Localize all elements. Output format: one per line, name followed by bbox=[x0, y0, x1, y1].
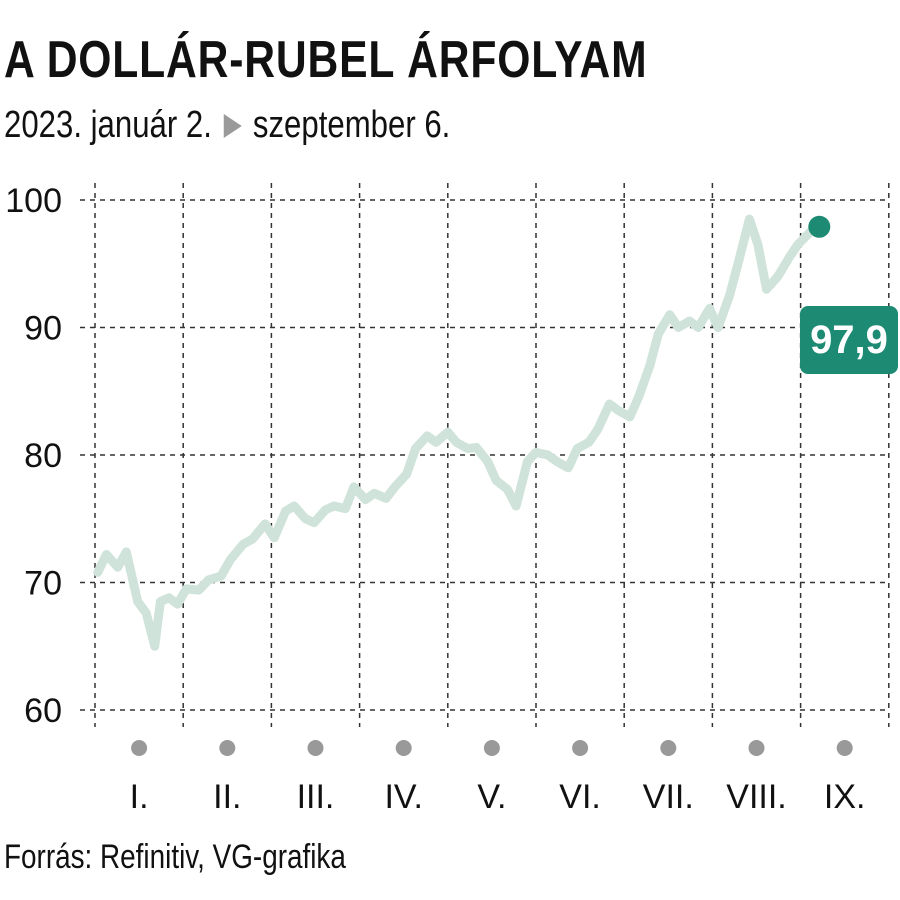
series-line bbox=[93, 214, 820, 651]
chart-subtitle: 2023. január 2. szeptember 6. bbox=[4, 104, 450, 147]
month-dot bbox=[660, 740, 677, 756]
subtitle-end-date: szeptember 6. bbox=[252, 104, 451, 146]
x-tick-label: VI. bbox=[559, 778, 601, 816]
month-dot bbox=[131, 740, 148, 756]
x-tick-label: VIII. bbox=[726, 778, 786, 816]
chart-title: A DOLLÁR-RUBEL ÁRFOLYAM bbox=[4, 31, 648, 89]
x-tick-label: V. bbox=[477, 778, 506, 816]
x-tick-label: II. bbox=[213, 778, 241, 816]
y-tick-label: 90 bbox=[24, 310, 62, 348]
month-dot bbox=[219, 740, 236, 756]
y-tick-label: 60 bbox=[24, 692, 62, 730]
y-tick-label: 100 bbox=[5, 182, 62, 220]
last-point-marker bbox=[808, 215, 831, 238]
month-dot bbox=[836, 740, 853, 756]
month-dot bbox=[395, 740, 412, 756]
last-value-callout: 97,9 bbox=[800, 306, 898, 374]
play-arrow-icon bbox=[223, 113, 242, 138]
x-tick-label: III. bbox=[297, 778, 335, 816]
x-tick-label: VII. bbox=[643, 778, 694, 816]
x-tick-label: IX. bbox=[824, 778, 866, 816]
subtitle-start-date: 2023. január 2. bbox=[4, 104, 212, 146]
source-note: Forrás: Refinitiv, VG-grafika bbox=[4, 838, 346, 876]
month-dot bbox=[483, 740, 500, 756]
month-dot bbox=[307, 740, 324, 756]
month-dot bbox=[748, 740, 765, 756]
y-tick-label: 80 bbox=[24, 437, 62, 475]
x-tick-label: I. bbox=[130, 778, 149, 816]
y-tick-label: 70 bbox=[24, 565, 62, 603]
month-dot bbox=[572, 740, 589, 756]
x-tick-label: IV. bbox=[384, 778, 422, 816]
